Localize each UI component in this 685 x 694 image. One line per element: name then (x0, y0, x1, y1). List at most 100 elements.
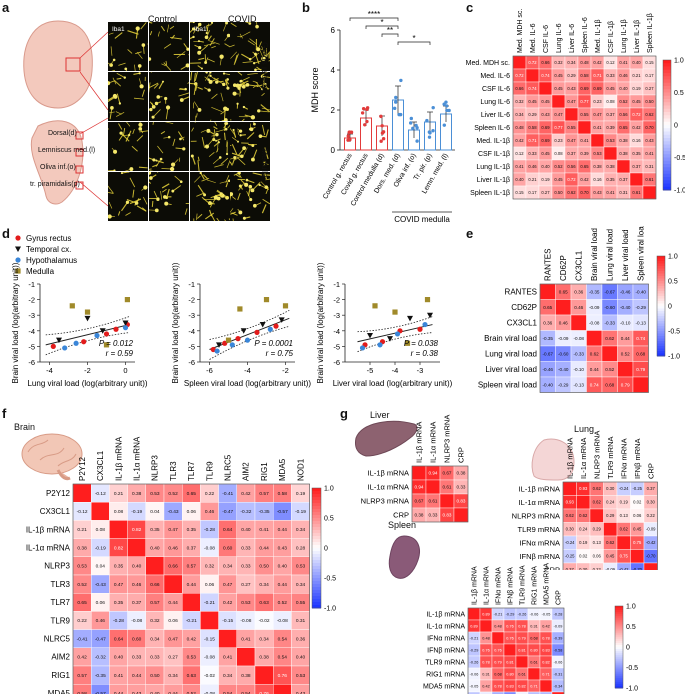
microglia-process (149, 22, 153, 24)
colorbar-tick-label: 1.0 (626, 604, 636, 611)
marker-triangle (240, 328, 247, 334)
colorbar-step (615, 661, 623, 664)
r-value: r = 0.38 (411, 349, 439, 358)
microglia-process (201, 136, 206, 148)
iba1-micrograph (149, 22, 189, 71)
marker-circle (73, 340, 79, 346)
heatmap-cell-value: 0.61 (443, 485, 452, 490)
marker-square (424, 297, 431, 303)
colorbar-step (657, 298, 665, 302)
colorbar-step (615, 628, 623, 632)
heatmap-cell-value: 0.29 (606, 513, 615, 518)
microglia-soma (141, 43, 146, 47)
heatmap-col-label: IL-1α mRNA (429, 422, 438, 463)
microglia-soma (253, 122, 256, 126)
microglia-process (196, 213, 198, 221)
microglia-soma (192, 22, 195, 24)
heatmap-cell-value: 0.39 (606, 125, 615, 130)
colorbar-step (663, 125, 671, 129)
colorbar-step (615, 647, 623, 650)
heatmap-cell-value: 0.66 (541, 60, 550, 65)
microglia-soma (223, 118, 228, 121)
heatmap-cell-value: 0.46 (168, 545, 178, 551)
colorbar-tick-label: -0.5 (324, 576, 336, 583)
heatmap-col-label: TLR9 mRNA (606, 436, 615, 479)
heatmap-cell-value: 0.68 (605, 382, 614, 387)
colorbar-frame (656, 255, 666, 357)
heatmap-cell-value: 0.83 (443, 513, 452, 518)
data-point (360, 111, 365, 115)
heatmap-cell-value: 0.31 (482, 672, 489, 676)
heatmap-cell-value: -0.46 (620, 289, 631, 294)
lung-title: Lung (574, 424, 595, 434)
microglia-process (143, 197, 148, 205)
microglia-soma (252, 61, 256, 65)
microglia-soma (255, 24, 259, 29)
microglia-process (207, 58, 215, 63)
microglia-process (213, 129, 216, 140)
microglia-process (160, 131, 166, 135)
colorbar-step (312, 509, 321, 513)
microglia-process (149, 101, 155, 107)
microglia-process (163, 62, 172, 71)
micrograph-texture (108, 72, 146, 120)
colorbar-step (312, 536, 321, 540)
heatmap-cell (617, 361, 634, 378)
microglia-soma (112, 93, 118, 99)
heatmap-cell (527, 691, 541, 694)
heatmap-cell-value: 0.62 (645, 112, 654, 117)
panel-letter-g: g (340, 406, 348, 421)
colorbar-step (657, 348, 665, 352)
microglia-process (193, 83, 197, 95)
heatmap-cell-value: 0.22 (647, 513, 656, 518)
heatmap-col-label: MDA5 (278, 458, 287, 481)
heatmap-cell-value: -0.09 (558, 336, 569, 341)
data-point (442, 102, 446, 106)
heatmap-cell (616, 535, 631, 550)
microglia-process (255, 81, 263, 90)
colorbar-step (657, 328, 665, 332)
heatmap-cell-value: 0.94 (429, 471, 438, 476)
panel-letter-e: e (466, 226, 474, 241)
heatmap-cell (145, 556, 165, 576)
marker-triangle (56, 337, 62, 344)
heatmap-cell-value: 0.37 (566, 567, 575, 570)
colorbar-step (312, 491, 321, 495)
microglia-process (121, 172, 130, 174)
marker-square (15, 268, 21, 274)
heatmap-cell-value: -0.21 (186, 618, 197, 624)
legend-label: Temporal cx. (26, 245, 71, 254)
microglia-process (122, 127, 126, 137)
heatmap-cell-value: 0.80 (530, 648, 537, 652)
colorbar-step (663, 92, 671, 97)
microglia-soma (238, 83, 242, 87)
colorbar-step (615, 642, 623, 646)
micrograph-texture (149, 122, 186, 171)
data-point (365, 119, 369, 124)
heatmap-cell-value: 0.50 (259, 564, 269, 570)
heatmap-cell-value: -0.31 (554, 672, 563, 676)
microglia-process (211, 93, 218, 100)
microglia-soma (204, 144, 210, 149)
lung-illustration (531, 438, 575, 481)
heatmap-cell (491, 631, 505, 645)
heatmap-cell-value: 0.93 (579, 486, 588, 491)
marker-square (372, 303, 378, 309)
microglia-soma (212, 137, 216, 142)
colorbar-step (615, 671, 623, 675)
microglia-soma (237, 86, 241, 90)
ci-lower (209, 325, 290, 360)
heatmap-col-label: Med. IL-1β (595, 19, 602, 53)
microglia-soma (250, 115, 256, 120)
microglia-process (157, 145, 164, 154)
y-tick-label: -2 (28, 296, 35, 305)
microglia-soma (128, 133, 131, 137)
heatmap-cell (586, 330, 603, 347)
colorbar-step (657, 351, 665, 354)
data-point (408, 121, 413, 125)
heatmap-cell-value: -0.19 (295, 509, 306, 515)
microglia-process (196, 113, 198, 118)
microglia-process (152, 164, 159, 168)
heatmap-cell-value: 0.15 (645, 60, 654, 65)
heatmap-row-label: NLRP3 mRNA (361, 497, 409, 506)
